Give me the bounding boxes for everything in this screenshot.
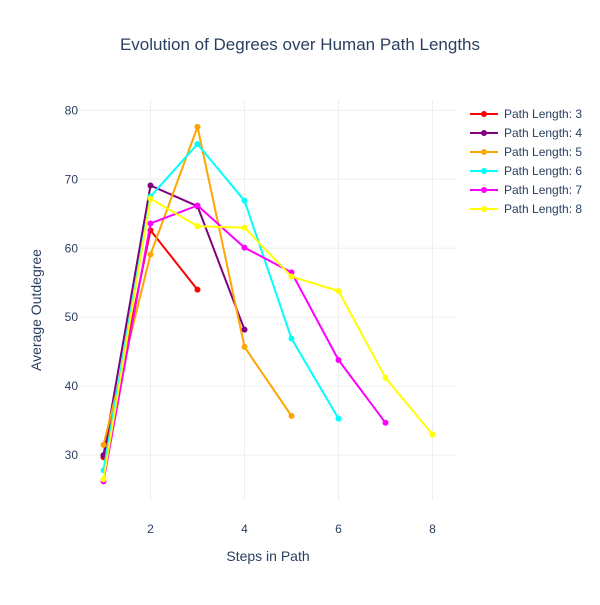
x-tick-label: 4	[241, 522, 248, 536]
legend-swatch-marker	[481, 206, 487, 212]
data-point[interactable]	[288, 335, 295, 342]
series-6	[100, 195, 436, 483]
legend-label: Path Length: 4	[504, 126, 582, 140]
data-point[interactable]	[335, 415, 342, 422]
y-tick-label: 70	[65, 172, 79, 186]
legend-item[interactable]: Path Length: 4	[470, 126, 582, 140]
legend-item[interactable]: Path Length: 5	[470, 145, 582, 159]
series-line	[102, 184, 246, 456]
data-point[interactable]	[241, 343, 248, 350]
y-tick-label: 50	[65, 310, 79, 324]
x-axis-ticks: 2 4 6 8	[147, 522, 436, 536]
data-point[interactable]	[100, 476, 107, 483]
y-tick-label: 60	[65, 241, 79, 255]
data-point[interactable]	[194, 286, 201, 293]
series-line	[102, 125, 293, 446]
legend-label: Path Length: 3	[504, 107, 582, 121]
data-point[interactable]	[241, 197, 248, 204]
legend-swatch-marker	[481, 187, 487, 193]
legend-item[interactable]: Path Length: 6	[470, 164, 582, 178]
legend-label: Path Length: 6	[504, 164, 582, 178]
data-point[interactable]	[147, 182, 154, 189]
data-point[interactable]	[288, 273, 295, 280]
legend-swatch-marker	[481, 168, 487, 174]
y-tick-label: 80	[65, 103, 79, 117]
data-point[interactable]	[382, 419, 389, 426]
data-point[interactable]	[288, 412, 295, 419]
y-axis-label: Average Outdegree	[28, 249, 44, 371]
chart-title: Evolution of Degrees over Human Path Len…	[120, 35, 480, 54]
data-point[interactable]	[382, 374, 389, 381]
data-point[interactable]	[194, 223, 201, 230]
data-point[interactable]	[241, 224, 248, 231]
legend-label: Path Length: 7	[504, 183, 582, 197]
data-point[interactable]	[147, 251, 154, 258]
data-point[interactable]	[429, 431, 436, 438]
data-point[interactable]	[335, 288, 342, 295]
series-layer	[100, 123, 436, 485]
data-point[interactable]	[194, 141, 201, 148]
data-point[interactable]	[241, 326, 248, 333]
data-point[interactable]	[100, 441, 107, 448]
y-axis-ticks: 30 40 50 60 70 80	[65, 103, 79, 462]
series-2	[100, 182, 248, 459]
series-line	[102, 143, 340, 471]
x-tick-label: 8	[429, 522, 436, 536]
legend-swatch-marker	[481, 149, 487, 155]
legend-swatch-marker	[481, 111, 487, 117]
legend-item[interactable]: Path Length: 3	[470, 107, 582, 121]
data-point[interactable]	[335, 357, 342, 363]
legend-swatch-marker	[481, 130, 487, 136]
data-point[interactable]	[147, 195, 154, 202]
y-tick-label: 40	[65, 379, 79, 393]
legend-label: Path Length: 8	[504, 202, 582, 216]
data-point[interactable]	[194, 202, 201, 209]
legend[interactable]: Path Length: 3 Path Length: 4 Path Length:…	[470, 107, 582, 216]
data-point[interactable]	[194, 123, 201, 130]
series-line	[102, 197, 434, 480]
legend-item[interactable]: Path Length: 7	[470, 183, 582, 197]
x-tick-label: 2	[147, 522, 154, 536]
series-3	[100, 123, 295, 448]
x-tick-label: 6	[335, 522, 342, 536]
y-tick-label: 30	[65, 448, 79, 462]
legend-label: Path Length: 5	[504, 145, 582, 159]
data-point[interactable]	[241, 244, 248, 251]
data-point[interactable]	[147, 220, 154, 227]
legend-item[interactable]: Path Length: 8	[470, 202, 582, 216]
x-axis-label: Steps in Path	[226, 548, 309, 564]
